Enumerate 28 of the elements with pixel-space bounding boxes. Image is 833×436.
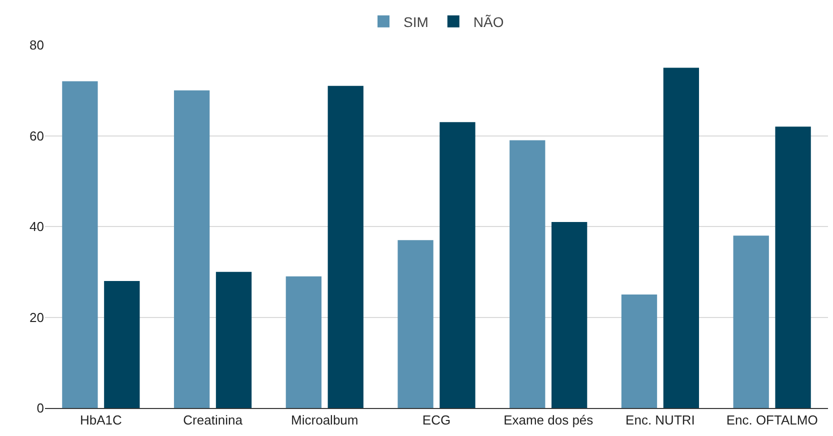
bar xyxy=(440,122,476,408)
x-tick-label: Enc. NUTRI xyxy=(626,412,695,428)
bar xyxy=(286,276,322,408)
y-tick-label: 40 xyxy=(30,219,44,234)
bar xyxy=(663,68,700,408)
bar xyxy=(733,236,769,408)
bar xyxy=(621,294,658,408)
y-tick-label: 20 xyxy=(30,310,44,325)
bar xyxy=(775,126,811,408)
bar xyxy=(510,140,546,408)
bar xyxy=(552,222,588,408)
x-tick-label: HbA1C xyxy=(80,412,122,428)
bar xyxy=(104,280,140,408)
bar xyxy=(174,90,210,408)
x-tick-label: Microalbum xyxy=(291,412,358,428)
bar xyxy=(398,240,434,408)
legend-label: NÃO xyxy=(473,14,504,30)
x-tick-label: Exame dos pés xyxy=(504,412,594,428)
y-tick-label: 60 xyxy=(30,128,44,144)
bar xyxy=(62,81,98,408)
bar xyxy=(216,272,252,408)
legend-label: SIM xyxy=(404,14,428,30)
x-tick-label: Creatinina xyxy=(183,412,244,428)
x-tick-label: ECG xyxy=(422,412,451,428)
bar xyxy=(328,86,364,408)
y-tick-label: 80 xyxy=(30,38,44,53)
y-tick-label: 0 xyxy=(36,400,44,416)
x-tick-label: Enc. OFTALMO xyxy=(726,412,818,428)
